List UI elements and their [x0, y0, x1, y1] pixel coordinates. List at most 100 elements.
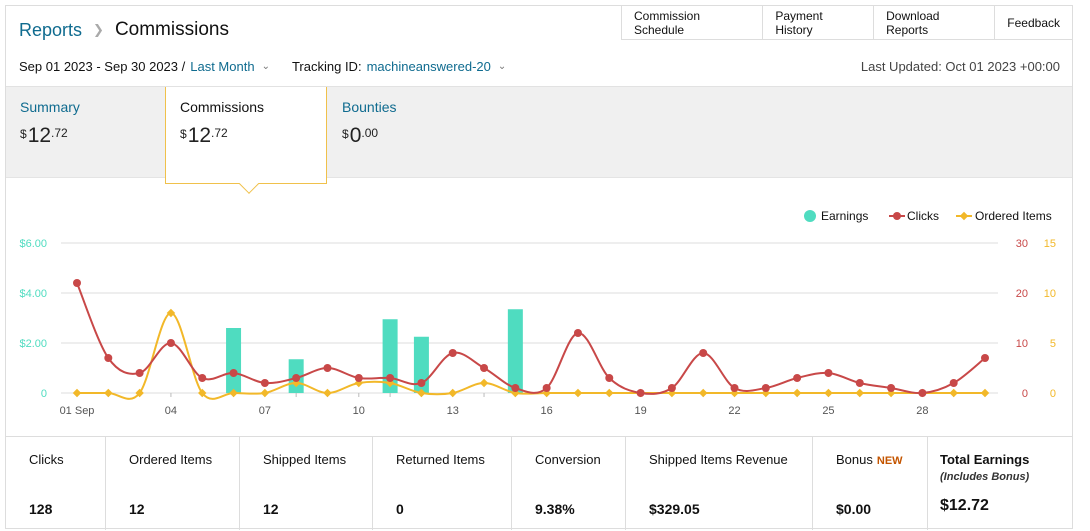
download-reports-button[interactable]: Download Reports — [874, 6, 996, 39]
currency-symbol: $ — [180, 127, 187, 141]
clicks-point — [949, 379, 958, 387]
y-tick-ordered: 0 — [1050, 388, 1056, 400]
clicks-point — [824, 369, 833, 377]
clicks-point — [417, 379, 426, 387]
value-decimal: .72 — [211, 126, 228, 140]
ordered-items-point — [605, 388, 614, 398]
stat-label: Returned Items — [396, 452, 485, 467]
ordered-items-point — [417, 388, 426, 398]
y-tick-ordered: 5 — [1050, 338, 1056, 350]
tracking-label: Tracking ID: — [291, 59, 362, 74]
clicks-point — [636, 389, 645, 397]
breadcrumb-reports-link[interactable]: Reports — [19, 19, 83, 40]
tracking-id-dropdown[interactable]: machineanswered-20 — [366, 59, 491, 74]
stat-total-earnings: Total Earnings (Includes Bonus) $12.72 — [928, 437, 1072, 530]
tab-summary-label: Summary — [20, 99, 80, 115]
chart-svg: $6.00 $4.00 $2.00 0 30 20 10 0 15 10 5 0 01 Sep 04 07 1… — [19, 209, 1056, 417]
legend-clicks-marker — [893, 212, 901, 220]
y-tick-clicks: 20 — [1016, 288, 1028, 300]
clicks-point — [323, 364, 332, 372]
tab-commissions[interactable]: Commissions $ 12 .72 — [165, 87, 327, 194]
date-range-text: Sep 01 2023 - Sep 30 2023 / — [19, 59, 186, 74]
commission-schedule-button[interactable]: Commission Schedule — [622, 6, 764, 39]
breadcrumb: Reports ❯ Commissions — [19, 19, 229, 41]
feedback-button[interactable]: Feedback — [1007, 15, 1060, 30]
clicks-point — [229, 369, 238, 377]
payment-history-button[interactable]: Payment History — [763, 6, 875, 39]
clicks-point — [260, 379, 269, 387]
tab-commissions-value: $ 12 .72 — [180, 124, 312, 148]
page-title: Commissions — [114, 19, 229, 40]
ordered-items-point — [479, 378, 489, 388]
clicks-point — [542, 384, 551, 392]
stat-returned-items: Returned Items 0 — [373, 437, 512, 530]
clicks-point — [511, 384, 520, 392]
clicks-point — [761, 384, 770, 392]
period-dropdown[interactable]: Last Month — [190, 59, 255, 74]
x-tick-label: 07 — [259, 405, 271, 417]
tab-bounties-value: $ 0 .00 — [342, 124, 474, 148]
value-integer: 12 — [27, 124, 52, 147]
legend-earnings-marker — [804, 210, 816, 222]
earnings-bar — [226, 328, 242, 393]
ordered-items-point — [573, 388, 583, 398]
stat-label-text: Bonus — [836, 452, 873, 467]
stat-label: Clicks — [29, 452, 64, 467]
chevron-down-icon[interactable]: ⌄ — [261, 61, 270, 72]
stat-label: Ordered Items — [129, 452, 213, 467]
clicks-point — [135, 369, 144, 377]
stat-ordered-items: Ordered Items 12 — [106, 437, 240, 530]
value-decimal: .00 — [361, 126, 379, 140]
clicks-point — [104, 354, 113, 362]
currency-symbol: $ — [342, 127, 349, 141]
clicks-point — [480, 364, 489, 372]
tab-band: Summary $ 12 .72 Commissions $ 12 .72 Bo… — [6, 86, 1072, 194]
clicks-point — [166, 339, 175, 347]
chevron-down-icon[interactable]: ⌄ — [497, 61, 507, 72]
clicks-point — [981, 354, 989, 362]
stat-label: Shipped Items Revenue — [649, 452, 788, 467]
ordered-items-point — [72, 388, 82, 398]
clicks-point — [918, 389, 927, 397]
x-tick-label: 10 — [353, 405, 365, 417]
earnings-bar — [413, 336, 429, 393]
y-tick-earnings: $6.00 — [19, 238, 47, 250]
x-tick-label: 01 Sep — [60, 405, 95, 417]
ordered-items-point — [698, 388, 708, 398]
stat-label: Shipped Items — [263, 452, 347, 467]
y-tick-clicks: 30 — [1016, 238, 1028, 250]
ordered-items-point — [135, 388, 144, 398]
clicks-point — [198, 374, 207, 382]
ordered-items-point — [229, 388, 238, 398]
y-tick-clicks: 0 — [1022, 388, 1028, 400]
stat-value: 12 — [263, 501, 279, 517]
value-integer: 12 — [187, 124, 212, 147]
stat-bonus: Bonus NEW $0.00 — [813, 437, 928, 530]
y-tick-earnings: $4.00 — [19, 288, 47, 300]
stat-value: $0.00 — [836, 501, 872, 517]
clicks-line — [76, 282, 986, 395]
clicks-point — [730, 384, 739, 392]
ordered-items-point — [949, 388, 958, 398]
y-tick-clicks: 10 — [1016, 338, 1028, 350]
value-decimal: .72 — [51, 126, 68, 140]
y-tick-earnings: 0 — [41, 388, 47, 400]
stat-clicks: Clicks 128 — [6, 437, 106, 530]
stat-shipped-revenue: Shipped Items Revenue $329.05 — [626, 437, 813, 530]
tab-bounties[interactable]: Bounties $ 0 .00 — [328, 87, 488, 179]
stats-row: Clicks 128 Ordered Items 12 Shipped Item… — [6, 436, 1072, 530]
ordered-items-point — [104, 388, 113, 398]
tab-summary-value: $ 12 .72 — [20, 124, 152, 148]
ordered-items-point — [166, 308, 176, 318]
stat-conversion: Conversion 9.38% — [512, 437, 626, 530]
stat-value: 0 — [396, 501, 404, 517]
stat-value: $329.05 — [649, 501, 700, 517]
top-nav: Commission Schedule Payment History Down… — [621, 6, 1072, 40]
tab-summary[interactable]: Summary $ 12 .72 — [6, 87, 166, 179]
x-tick-label: 19 — [634, 405, 646, 417]
clicks-point — [73, 279, 81, 287]
legend-ordered-label: Ordered Items — [975, 209, 1052, 223]
clicks-point — [386, 374, 395, 382]
stat-label: Conversion — [535, 452, 601, 467]
x-tick-label: 22 — [728, 405, 740, 417]
